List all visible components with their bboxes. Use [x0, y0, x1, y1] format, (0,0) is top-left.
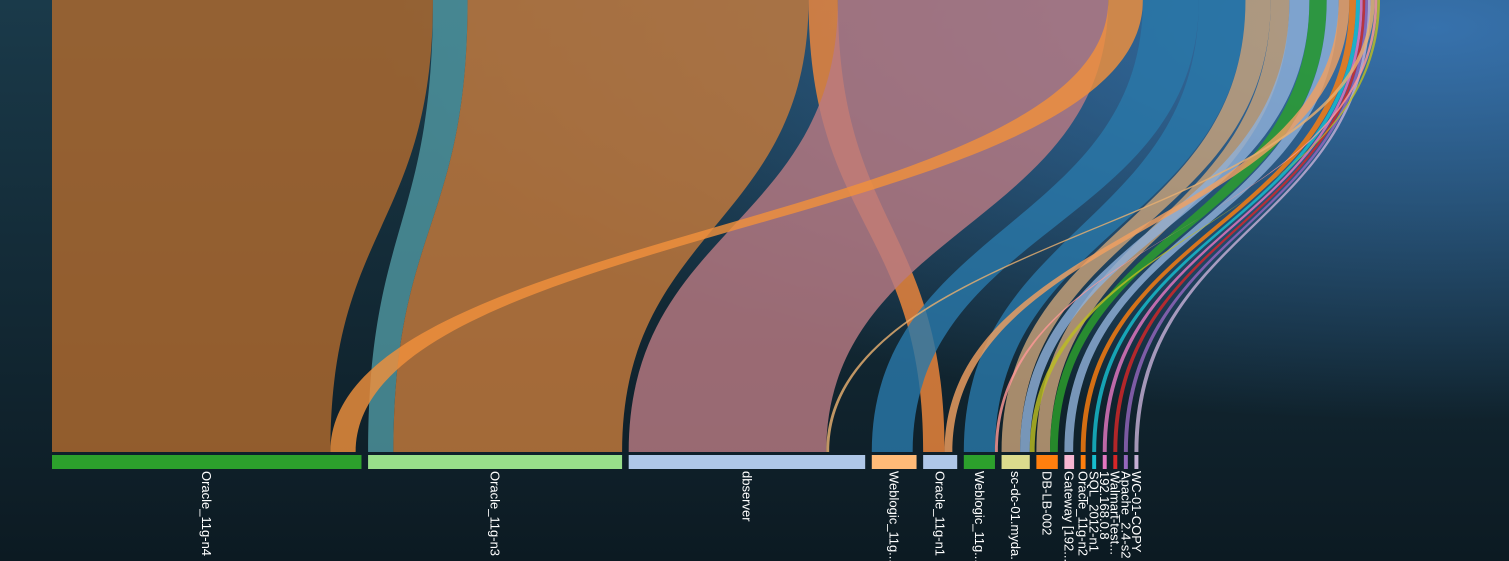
target-node-label: Gateway [192... [1062, 471, 1077, 561]
target-node-label: Oracle_11g-n4 [199, 471, 214, 556]
target-node-layer [52, 455, 1138, 469]
target-node-label: Oracle_11g-n3 [488, 471, 503, 556]
target-node-bar[interactable] [1113, 455, 1117, 469]
target-node-bar[interactable] [52, 455, 361, 469]
target-node-label: Oracle_11g-n1 [933, 471, 948, 556]
target-node-bar[interactable] [1081, 455, 1086, 469]
target-node-bar[interactable] [1036, 455, 1057, 469]
target-node-label: Weblogic_11g... [972, 471, 987, 561]
target-node-bar[interactable] [964, 455, 995, 469]
target-node-bar[interactable] [1103, 455, 1107, 469]
target-node-bar[interactable] [1134, 455, 1138, 469]
target-node-label: DB-LB-002 [1040, 471, 1055, 535]
target-node-label: Weblogic_11g... [887, 471, 902, 561]
target-node-bar[interactable] [1064, 455, 1074, 469]
target-node-bar[interactable] [1092, 455, 1096, 469]
target-node-bar[interactable] [872, 455, 917, 469]
target-node-bar[interactable] [629, 455, 865, 469]
target-node-label: WC-01-COPY [1129, 471, 1144, 553]
target-node-bar[interactable] [1002, 455, 1030, 469]
target-node-bar[interactable] [1124, 455, 1128, 469]
target-node-label: dbserver [739, 471, 754, 522]
target-node-bar[interactable] [923, 455, 957, 469]
target-node-label: sc-dc-01.myda... [1008, 471, 1023, 561]
target-node-bar[interactable] [368, 455, 622, 469]
